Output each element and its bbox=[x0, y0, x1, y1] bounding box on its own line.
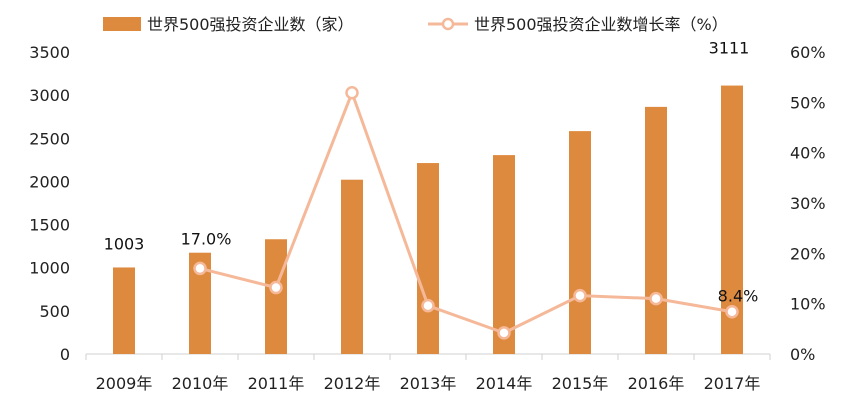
left-axis-tick-label: 0 bbox=[60, 345, 70, 364]
bar bbox=[645, 106, 667, 354]
left-axis-tick-label: 500 bbox=[39, 302, 70, 321]
category-label: 2016年 bbox=[628, 374, 685, 393]
right-axis-tick-label: 0% bbox=[790, 345, 815, 364]
line-point bbox=[497, 326, 511, 340]
growth-line bbox=[199, 91, 733, 335]
bar bbox=[569, 131, 591, 354]
bar bbox=[493, 155, 515, 354]
category-label: 2017年 bbox=[704, 374, 761, 393]
data-label: 8.4% bbox=[718, 287, 759, 306]
bar bbox=[341, 179, 363, 354]
line-point bbox=[193, 261, 207, 276]
bar bbox=[189, 252, 211, 354]
category-label: 2011年 bbox=[248, 374, 305, 393]
bar bbox=[113, 267, 135, 354]
category-label: 2015年 bbox=[552, 374, 609, 393]
right-axis-tick-label: 50% bbox=[790, 93, 826, 112]
category-label: 2010年 bbox=[172, 374, 229, 393]
legend-label: 世界500强投资企业数（家） bbox=[147, 15, 354, 34]
category-label: 2012年 bbox=[324, 374, 381, 393]
right-axis-tick-label: 40% bbox=[790, 144, 826, 163]
bar bbox=[265, 239, 287, 354]
line-point bbox=[725, 304, 739, 319]
left-axis-tick-label: 3500 bbox=[29, 43, 70, 62]
left-axis-tick-label: 1500 bbox=[29, 216, 70, 235]
category-label: 2009年 bbox=[96, 374, 153, 393]
right-axis-tick-label: 20% bbox=[790, 244, 826, 263]
legend-label: 世界500强投资企业数增长率（%） bbox=[474, 15, 728, 34]
line-point bbox=[269, 280, 283, 295]
category-label: 2013年 bbox=[400, 374, 457, 393]
left-axis-tick-label: 3000 bbox=[29, 86, 70, 105]
data-label: 3111 bbox=[709, 39, 750, 58]
left-axis-tick-label: 2000 bbox=[29, 172, 70, 191]
right-axis-tick-label: 60% bbox=[790, 43, 826, 62]
bar bbox=[417, 163, 439, 354]
data-label: 17.0% bbox=[181, 229, 232, 248]
right-axis-tick-label: 30% bbox=[790, 194, 826, 213]
line-point bbox=[345, 86, 359, 100]
data-label: 1003 bbox=[104, 234, 145, 253]
right-axis-tick-label: 10% bbox=[790, 295, 826, 314]
legend-bar-swatch bbox=[103, 17, 141, 31]
line-point bbox=[573, 288, 587, 303]
line-point bbox=[649, 291, 663, 306]
left-axis-tick-label: 2500 bbox=[29, 129, 70, 148]
left-axis-tick-label: 1000 bbox=[29, 259, 70, 278]
category-label: 2014年 bbox=[476, 374, 533, 393]
legend-line-marker bbox=[441, 17, 455, 31]
bar bbox=[721, 85, 743, 355]
line-point bbox=[421, 298, 435, 313]
